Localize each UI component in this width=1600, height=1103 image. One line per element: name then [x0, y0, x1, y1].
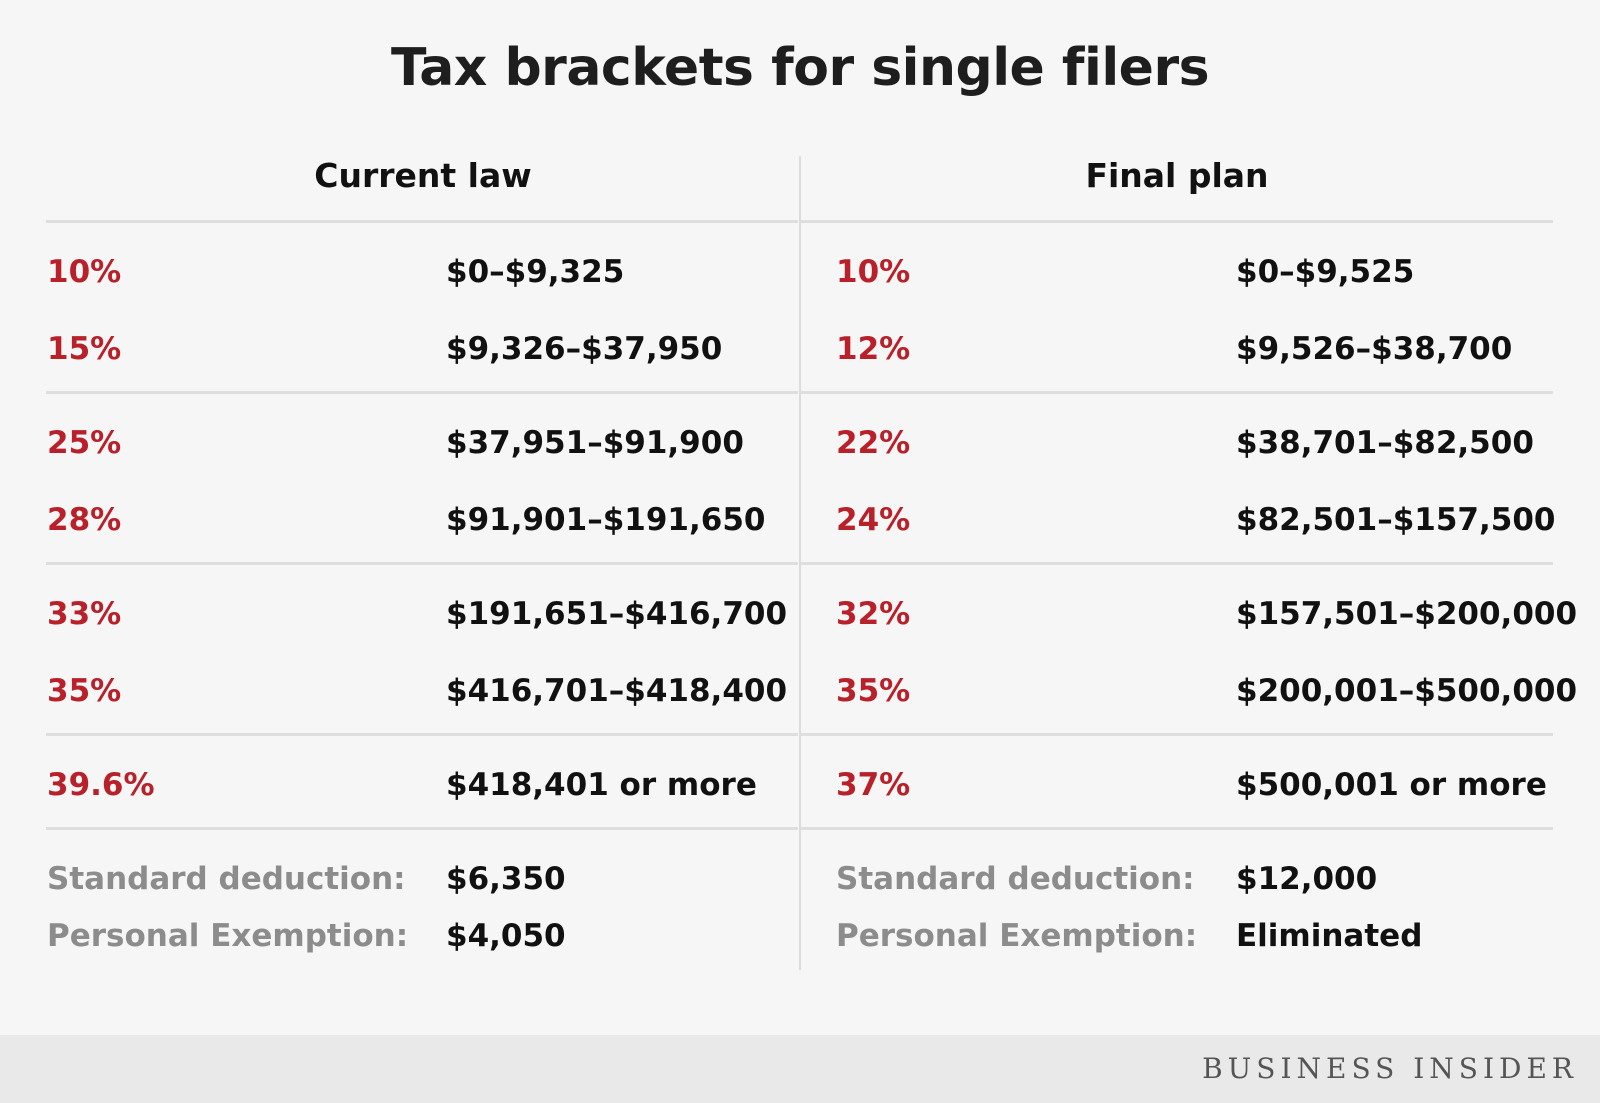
- current-range: $416,701–$418,400: [446, 673, 788, 709]
- final-range: $157,501–$200,000: [1236, 596, 1578, 632]
- final-range: $500,001 or more: [1236, 767, 1547, 803]
- final-range: $200,001–$500,000: [1236, 673, 1578, 709]
- current-range: $91,901–$191,650: [446, 502, 766, 538]
- column-header-current-law: Current law: [314, 156, 532, 195]
- current-rate: 25%: [47, 425, 122, 461]
- header-separator-right: [801, 220, 1553, 223]
- current-range: $191,651–$416,700: [446, 596, 788, 632]
- current-personal-exemption-value: $4,050: [446, 918, 566, 954]
- final-standard-deduction-value: $12,000: [1236, 861, 1378, 897]
- final-rate: 12%: [836, 331, 911, 367]
- group-separator-right: [801, 391, 1553, 394]
- current-rate: 39.6%: [47, 767, 155, 803]
- final-personal-exemption-value: Eliminated: [1236, 918, 1423, 954]
- current-rate: 28%: [47, 502, 122, 538]
- final-range: $82,501–$157,500: [1236, 502, 1556, 538]
- final-range: $9,526–$38,700: [1236, 331, 1513, 367]
- current-range: $0–$9,325: [446, 254, 625, 290]
- current-rate: 10%: [47, 254, 122, 290]
- current-range: $9,326–$37,950: [446, 331, 723, 367]
- footer-bar: [0, 1035, 1600, 1103]
- final-rate: 24%: [836, 502, 911, 538]
- brand-logo: BUSINESS INSIDER: [1202, 1052, 1578, 1085]
- group-separator-left: [46, 562, 798, 565]
- group-separator-left: [46, 391, 798, 394]
- final-standard-deduction-label: Standard deduction:: [836, 861, 1195, 897]
- group-separator-right: [801, 827, 1553, 830]
- group-separator-left: [46, 827, 798, 830]
- final-rate: 35%: [836, 673, 911, 709]
- final-personal-exemption-label: Personal Exemption:: [836, 918, 1198, 954]
- current-range: $418,401 or more: [446, 767, 757, 803]
- group-separator-right: [801, 733, 1553, 736]
- column-divider: [799, 156, 801, 970]
- column-header-final-plan: Final plan: [1085, 156, 1269, 195]
- final-rate: 22%: [836, 425, 911, 461]
- current-standard-deduction-value: $6,350: [446, 861, 566, 897]
- current-standard-deduction-label: Standard deduction:: [47, 861, 406, 897]
- final-rate: 37%: [836, 767, 911, 803]
- group-separator-left: [46, 733, 798, 736]
- final-range: $0–$9,525: [1236, 254, 1415, 290]
- current-range: $37,951–$91,900: [446, 425, 744, 461]
- current-rate: 35%: [47, 673, 122, 709]
- chart-title: Tax brackets for single filers: [390, 38, 1210, 98]
- final-rate: 32%: [836, 596, 911, 632]
- current-rate: 33%: [47, 596, 122, 632]
- header-separator-left: [46, 220, 798, 223]
- final-rate: 10%: [836, 254, 911, 290]
- current-rate: 15%: [47, 331, 122, 367]
- current-personal-exemption-label: Personal Exemption:: [47, 918, 409, 954]
- final-range: $38,701–$82,500: [1236, 425, 1534, 461]
- group-separator-right: [801, 562, 1553, 565]
